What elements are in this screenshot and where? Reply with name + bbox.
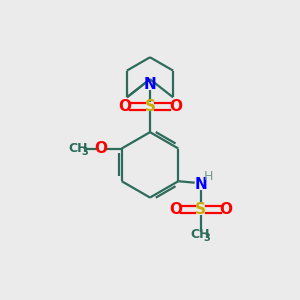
Text: S: S — [145, 99, 155, 114]
Text: S: S — [195, 202, 206, 217]
Text: O: O — [169, 99, 182, 114]
Text: CH: CH — [69, 142, 88, 155]
Text: 3: 3 — [82, 147, 88, 157]
Text: O: O — [118, 99, 131, 114]
Text: CH: CH — [191, 228, 210, 241]
Text: 3: 3 — [204, 233, 211, 243]
Text: O: O — [94, 141, 107, 156]
Text: O: O — [219, 202, 232, 217]
Text: N: N — [194, 177, 207, 192]
Text: O: O — [169, 202, 182, 217]
Text: N: N — [144, 77, 156, 92]
Text: H: H — [204, 170, 214, 183]
